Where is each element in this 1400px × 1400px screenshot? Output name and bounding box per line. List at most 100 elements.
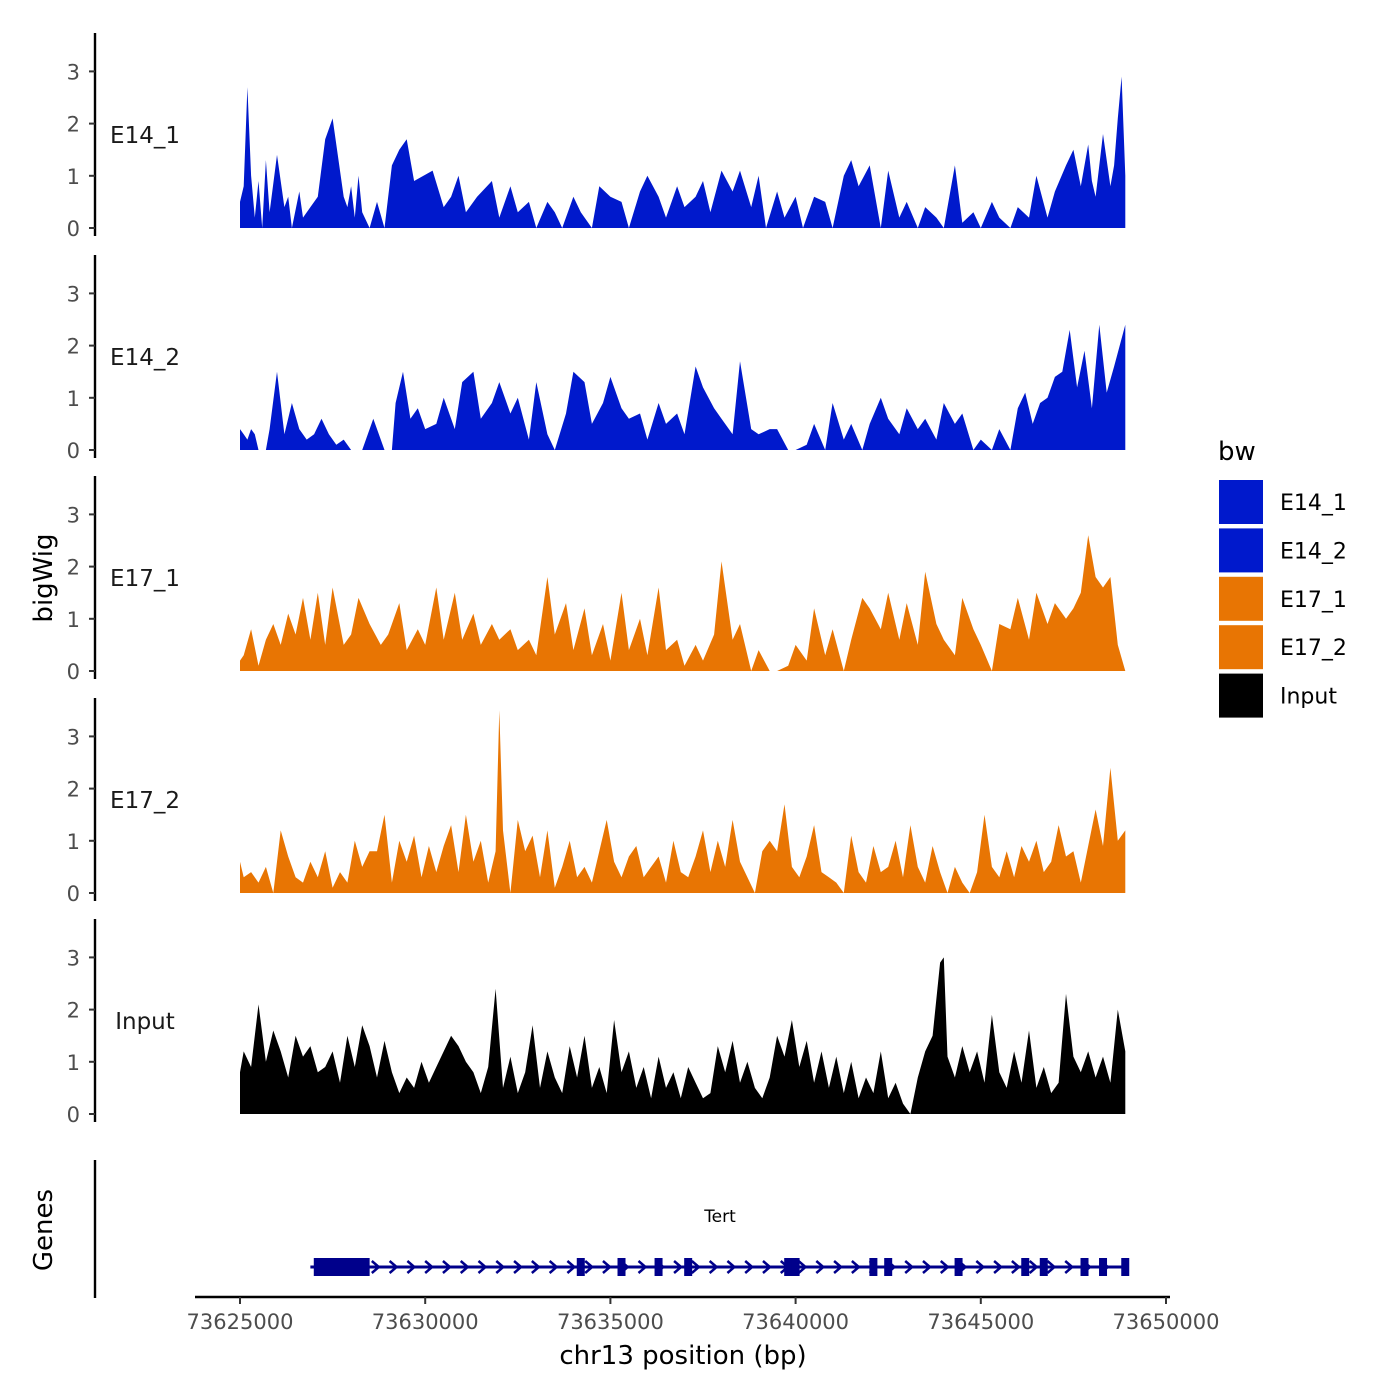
strand-arrow — [548, 1260, 559, 1274]
strand-arrow — [708, 1260, 719, 1274]
strand-arrow — [495, 1260, 506, 1274]
y-tick-label: 1 — [67, 165, 80, 189]
y-tick-label: 2 — [67, 556, 80, 580]
strand-arrow — [424, 1260, 435, 1274]
gene-exon — [791, 1258, 800, 1276]
y-tick-label: 2 — [67, 778, 80, 802]
strand-arrow — [904, 1260, 915, 1274]
x-tick-label: 73645000 — [927, 1310, 1034, 1334]
strand-arrow — [459, 1260, 470, 1274]
strand-arrow — [851, 1260, 861, 1274]
track-label: E14_1 — [110, 123, 180, 149]
x-tick-label: 73650000 — [1113, 1310, 1220, 1334]
strand-arrow — [922, 1260, 932, 1274]
track-panels: 0 1 2 3 E14_1 0 1 2 3 E14_2 0 1 2 3 E17_1 0 1 2 3 E17_2 0 1 2 3… — [67, 33, 1126, 1127]
gene-exon — [1021, 1258, 1030, 1276]
track-e14-1: 0 1 2 3 E14_1 — [67, 33, 1126, 241]
legend-item: Input — [1219, 673, 1337, 718]
strand-arrow — [371, 1260, 381, 1274]
strand-arrow — [1064, 1260, 1075, 1274]
track-input: 0 1 2 3 Input — [67, 919, 1126, 1127]
area-series-input — [240, 957, 1126, 1114]
gene-cds-block — [321, 1258, 370, 1276]
strand-arrow — [513, 1260, 523, 1274]
legend-item: E17_1 — [1219, 576, 1347, 621]
gene-exon — [654, 1258, 663, 1276]
x-tick-label: 73630000 — [372, 1310, 479, 1334]
track-e14-2: 0 1 2 3 E14_2 — [67, 255, 1126, 463]
strand-arrow — [797, 1260, 808, 1274]
gene-exon — [954, 1258, 963, 1276]
gene-exon — [784, 1258, 793, 1276]
gene-exon — [1099, 1258, 1108, 1276]
y-tick-label: 2 — [67, 999, 80, 1023]
legend-item: E17_2 — [1219, 625, 1347, 670]
strand-arrow — [566, 1260, 577, 1274]
y-tick-label: 2 — [67, 113, 80, 137]
legend-swatch — [1219, 673, 1263, 718]
area-series-e14-1 — [240, 76, 1126, 228]
strand-arrow — [939, 1260, 950, 1274]
strand-arrow — [442, 1260, 452, 1274]
area-series-e17-2 — [240, 710, 1126, 893]
strand-arrow — [388, 1260, 399, 1274]
strand-arrow — [477, 1260, 488, 1274]
x-tick-label: 73625000 — [187, 1310, 294, 1334]
y-tick-label: 1 — [67, 830, 80, 854]
legend-swatch — [1219, 528, 1263, 573]
area-series-e17-1 — [240, 535, 1126, 671]
strand-arrow — [1046, 1260, 1057, 1274]
x-axis: 73625000 73630000 73635000 73640000 73645000… — [187, 1295, 1220, 1334]
track-label: Input — [115, 1009, 175, 1035]
y-tick-label: 3 — [67, 282, 80, 306]
y-tick-label: 2 — [67, 335, 80, 359]
legend-swatch — [1219, 625, 1263, 670]
x-axis-title: chr13 position (bp) — [559, 1341, 806, 1371]
legend: E14_1 E14_2 E17_1 E17_2 Input — [1219, 480, 1347, 718]
y-tick-label: 0 — [67, 217, 80, 241]
gene-exon — [1080, 1258, 1089, 1276]
y-tick-label: 0 — [67, 882, 80, 906]
strand-arrow — [1028, 1260, 1039, 1274]
strand-arrow — [406, 1260, 417, 1274]
y-tick-label: 1 — [67, 1051, 80, 1075]
track-label: E14_2 — [110, 345, 180, 371]
strand-arrow — [993, 1260, 1004, 1274]
gene-exon — [869, 1258, 878, 1276]
legend-label: Input — [1280, 685, 1337, 710]
gene-exon — [1039, 1258, 1048, 1276]
strand-arrow — [602, 1260, 612, 1274]
gene-exon — [617, 1258, 626, 1276]
gene-exon — [313, 1258, 322, 1276]
gene-exon — [684, 1258, 693, 1276]
legend-label: E14_2 — [1280, 539, 1347, 564]
y-tick-label: 0 — [67, 660, 80, 684]
track-e17-2: 0 1 2 3 E17_2 — [67, 698, 1126, 906]
strand-arrow — [531, 1260, 541, 1274]
y-tick-label: 1 — [67, 387, 80, 411]
strand-arrow — [1011, 1260, 1021, 1274]
strand-arrow — [833, 1260, 844, 1274]
strand-arrow — [726, 1260, 737, 1274]
strand-arrow — [584, 1260, 595, 1274]
track-label: E17_2 — [110, 788, 180, 814]
strand-arrow — [637, 1260, 648, 1274]
strand-arrow — [744, 1260, 755, 1274]
track-e17-1: 0 1 2 3 E17_1 — [67, 476, 1126, 684]
y-tick-label: 3 — [67, 60, 80, 84]
legend-title: bw — [1218, 437, 1256, 467]
strand-arrow — [975, 1260, 986, 1274]
strand-arrow — [691, 1260, 701, 1274]
y-tick-label: 3 — [67, 503, 80, 527]
legend-item: E14_2 — [1219, 528, 1347, 573]
area-series-e14-2 — [240, 324, 1126, 450]
y-tick-label: 1 — [67, 608, 80, 632]
gene-label: Tert — [703, 1207, 736, 1227]
genes-axis-title: Genes — [29, 1189, 59, 1271]
track-label: E17_1 — [110, 566, 180, 592]
gene-exon — [884, 1258, 893, 1276]
strand-arrow — [673, 1260, 683, 1274]
legend-label: E14_1 — [1280, 491, 1347, 516]
gene-track: Tert — [93, 1160, 1130, 1298]
